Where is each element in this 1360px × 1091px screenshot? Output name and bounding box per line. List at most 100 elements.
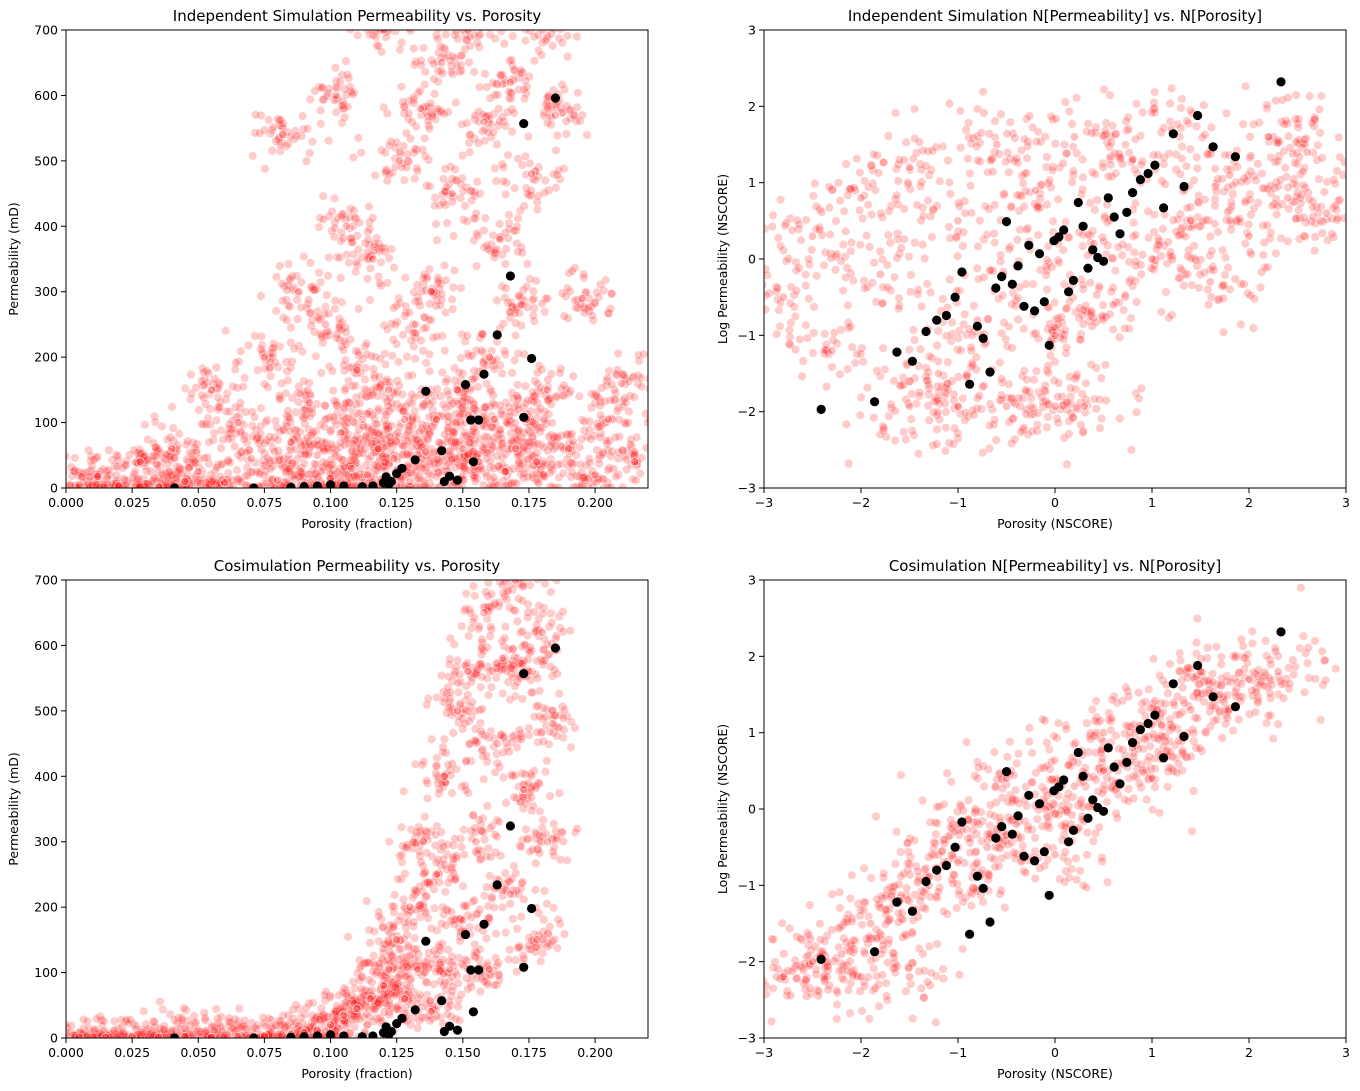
- cloud-point: [134, 451, 144, 461]
- cloud-point: [1043, 412, 1053, 422]
- cloud-point: [537, 299, 547, 309]
- cloud-point: [286, 437, 296, 447]
- cloud-point: [468, 447, 478, 457]
- data-point: [991, 283, 1001, 293]
- cloud-point: [342, 250, 352, 260]
- cloud-point: [400, 414, 410, 424]
- cloud-point: [163, 459, 173, 469]
- cloud-point: [494, 104, 504, 114]
- cloud-point: [1067, 119, 1077, 129]
- cloud-point: [618, 396, 628, 406]
- cloud-point: [348, 221, 358, 231]
- data-point: [978, 333, 988, 343]
- cloud-point: [1077, 190, 1087, 200]
- data-point: [1007, 279, 1017, 289]
- cloud-point: [318, 446, 328, 456]
- cloud-point: [1072, 402, 1082, 412]
- data-point: [941, 310, 952, 321]
- cloud-point: [464, 449, 474, 459]
- cloud-point: [320, 302, 330, 312]
- cloud-point: [222, 388, 232, 398]
- cloud-point: [921, 363, 931, 373]
- cloud-point: [1251, 175, 1261, 185]
- cloud-point: [1284, 131, 1294, 141]
- cloud-point: [454, 687, 464, 697]
- cloud-point: [297, 463, 307, 473]
- cloud-point: [1028, 122, 1038, 132]
- cloud-point: [618, 482, 628, 488]
- cloud-point: [541, 419, 551, 429]
- cloud-point: [110, 461, 120, 471]
- cloud-point: [118, 463, 128, 473]
- cloud-point: [265, 371, 275, 381]
- cloud-point: [923, 380, 933, 390]
- cloud-point: [890, 435, 900, 445]
- cloud-point: [542, 33, 552, 43]
- cloud-point: [475, 189, 485, 199]
- cloud-point: [229, 423, 239, 433]
- cloud-point: [858, 357, 868, 367]
- cloud-point: [444, 458, 454, 468]
- cloud-point: [382, 109, 392, 119]
- cloud-point: [1240, 239, 1250, 249]
- cloud-point: [323, 271, 333, 281]
- cloud-point: [375, 381, 385, 391]
- cloud-point: [533, 171, 543, 181]
- cloud-point: [586, 434, 596, 444]
- cloud-point: [402, 352, 412, 362]
- data-point: [1039, 297, 1049, 307]
- cloud-point: [524, 72, 534, 82]
- cloud-point: [470, 213, 480, 223]
- cloud-point: [348, 381, 358, 391]
- cloud-point: [520, 94, 530, 104]
- cloud-point: [456, 353, 466, 363]
- cloud-point: [244, 340, 254, 350]
- cloud-point: [513, 348, 523, 358]
- cloud-point: [529, 303, 539, 313]
- cloud-point: [483, 244, 493, 254]
- cloud-point: [285, 273, 295, 283]
- cloud-point: [812, 271, 822, 281]
- cloud-point: [1028, 403, 1038, 413]
- cloud-point: [278, 296, 288, 306]
- cloud-point: [1177, 265, 1187, 275]
- cloud-point: [140, 420, 150, 430]
- cloud-point: [169, 453, 179, 463]
- cloud-point: [204, 437, 214, 447]
- cloud-point: [1012, 235, 1022, 245]
- cloud-point: [1061, 217, 1071, 227]
- cloud-point: [316, 119, 326, 129]
- cloud-point: [250, 331, 260, 341]
- cloud-point: [492, 295, 502, 305]
- cloud-point: [546, 30, 556, 39]
- cloud-point: [859, 283, 869, 293]
- cloud-point: [579, 308, 589, 318]
- cloud-point: [1175, 209, 1185, 219]
- cloud-point: [161, 482, 171, 488]
- cloud-point: [996, 390, 1006, 400]
- cloud-point: [232, 383, 242, 393]
- cloud-point: [1007, 343, 1017, 353]
- cloud-point: [548, 14, 556, 22]
- cloud-point: [501, 397, 511, 407]
- cloud-point: [1054, 378, 1064, 388]
- cloud-point: [421, 447, 431, 457]
- cloud-point: [456, 420, 466, 430]
- cloud-point: [327, 366, 337, 376]
- cloud-point: [221, 406, 231, 416]
- cloud-point: [462, 216, 472, 226]
- cloud-point: [960, 208, 970, 218]
- cloud-point: [1330, 179, 1340, 189]
- cloud-point: [479, 117, 489, 127]
- cloud-point: [330, 193, 340, 203]
- cloud-point: [416, 60, 426, 70]
- cloud-point: [915, 344, 925, 354]
- cloud-point: [273, 475, 283, 485]
- cloud-point: [1134, 394, 1144, 404]
- cloud-point: [1206, 123, 1216, 133]
- cloud-point: [102, 479, 112, 488]
- cloud-point: [304, 424, 314, 434]
- cloud-point: [138, 449, 148, 459]
- data-point: [479, 369, 489, 379]
- cloud-point: [503, 150, 513, 160]
